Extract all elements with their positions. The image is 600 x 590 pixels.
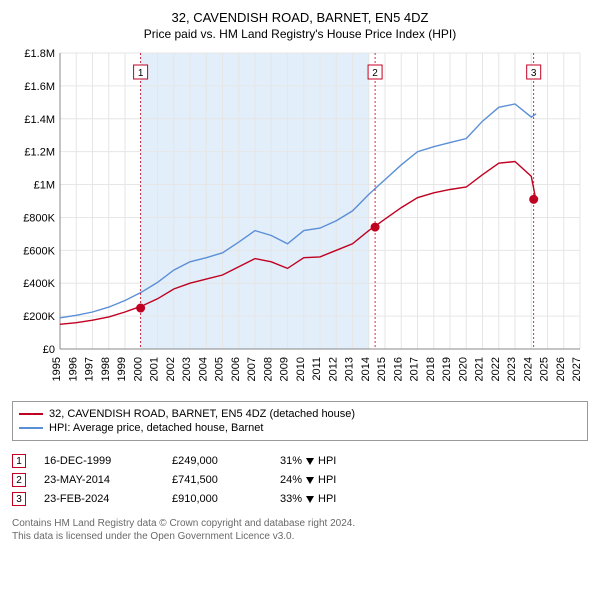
diff-percent: 24% xyxy=(280,474,302,486)
ytick-label: £400K xyxy=(23,278,55,290)
footer-line-2: This data is licensed under the Open Gov… xyxy=(12,530,588,543)
transaction-price: £249,000 xyxy=(172,455,262,467)
transaction-badge: 2 xyxy=(12,473,26,487)
callout-number: 1 xyxy=(138,68,144,79)
xtick-label: 2007 xyxy=(246,357,258,381)
attribution-footer: Contains HM Land Registry data © Crown c… xyxy=(12,517,588,543)
xtick-label: 2027 xyxy=(571,357,583,381)
diff-percent: 31% xyxy=(280,455,302,467)
arrow-down-icon xyxy=(306,496,314,503)
xtick-label: 2013 xyxy=(344,357,356,381)
ytick-label: £1.8M xyxy=(24,48,55,60)
transaction-price: £910,000 xyxy=(172,493,262,505)
ytick-label: £200K xyxy=(23,311,55,323)
ytick-label: £1M xyxy=(34,180,55,192)
title-block: 32, CAVENDISH ROAD, BARNET, EN5 4DZ Pric… xyxy=(12,8,588,47)
transaction-date: 23-MAY-2014 xyxy=(44,474,154,486)
transaction-price: £741,500 xyxy=(172,474,262,486)
transaction-row: 2 23-MAY-2014 £741,500 24% HPI xyxy=(12,473,588,487)
xtick-label: 2022 xyxy=(490,357,502,381)
transactions-table: 1 16-DEC-1999 £249,000 31% HPI 2 23-MAY-2014 £… xyxy=(12,449,588,511)
xtick-label: 1999 xyxy=(116,357,128,381)
xtick-label: 2017 xyxy=(409,357,421,381)
transaction-diff: 31% HPI xyxy=(280,455,336,467)
diff-label: HPI xyxy=(318,474,336,486)
xtick-label: 2024 xyxy=(522,357,534,381)
xtick-label: 2025 xyxy=(539,357,551,381)
xtick-label: 2015 xyxy=(376,357,388,381)
xtick-label: 2002 xyxy=(165,357,177,381)
ytick-label: £1.2M xyxy=(24,147,55,159)
xtick-label: 2012 xyxy=(327,357,339,381)
xtick-label: 2014 xyxy=(360,357,372,381)
xtick-label: 2020 xyxy=(457,357,469,381)
transaction-row: 3 23-FEB-2024 £910,000 33% HPI xyxy=(12,492,588,506)
diff-label: HPI xyxy=(318,493,336,505)
legend-swatch xyxy=(19,413,43,415)
legend-row: 32, CAVENDISH ROAD, BARNET, EN5 4DZ (det… xyxy=(19,408,581,420)
ytick-label: £0 xyxy=(43,344,55,356)
ytick-label: £1.6M xyxy=(24,81,55,93)
footer-line-1: Contains HM Land Registry data © Crown c… xyxy=(12,517,588,530)
xtick-label: 2001 xyxy=(149,357,161,381)
diff-percent: 33% xyxy=(280,493,302,505)
xtick-label: 2005 xyxy=(214,357,226,381)
transaction-row: 1 16-DEC-1999 £249,000 31% HPI xyxy=(12,454,588,468)
xtick-label: 2008 xyxy=(262,357,274,381)
transaction-diff: 33% HPI xyxy=(280,493,336,505)
xtick-label: 2010 xyxy=(295,357,307,381)
price-chart: £0 £200K £400K £600K £800K £1M £1.2M £1.4M £1.6M… xyxy=(12,47,588,395)
legend-row: HPI: Average price, detached house, Barn… xyxy=(19,422,581,434)
xtick-label: 2023 xyxy=(506,357,518,381)
ytick-label: £1.4M xyxy=(24,114,55,126)
xtick-label: 2000 xyxy=(132,357,144,381)
transaction-badge: 1 xyxy=(12,454,26,468)
diff-label: HPI xyxy=(318,455,336,467)
price-marker xyxy=(530,195,538,203)
chart-svg: £0 £200K £400K £600K £800K £1M £1.2M £1.4M £1.6M… xyxy=(12,47,588,395)
xtick-label: 2018 xyxy=(425,357,437,381)
xtick-label: 1996 xyxy=(67,357,79,381)
xtick-label: 2011 xyxy=(311,357,323,381)
xtick-label: 2021 xyxy=(474,357,486,381)
xtick-label: 2003 xyxy=(181,357,193,381)
xtick-label: 2019 xyxy=(441,357,453,381)
transaction-date: 16-DEC-1999 xyxy=(44,455,154,467)
title-main: 32, CAVENDISH ROAD, BARNET, EN5 4DZ xyxy=(12,10,588,25)
ytick-label: £600K xyxy=(23,245,55,257)
xtick-label: 2016 xyxy=(392,357,404,381)
transaction-date: 23-FEB-2024 xyxy=(44,493,154,505)
xtick-label: 2009 xyxy=(279,357,291,381)
transaction-diff: 24% HPI xyxy=(280,474,336,486)
title-sub: Price paid vs. HM Land Registry's House … xyxy=(12,27,588,41)
arrow-down-icon xyxy=(306,458,314,465)
xtick-label: 2006 xyxy=(230,357,242,381)
xtick-label: 1998 xyxy=(100,357,112,381)
xtick-label: 2004 xyxy=(197,357,209,381)
page-root: 32, CAVENDISH ROAD, BARNET, EN5 4DZ Pric… xyxy=(0,0,600,590)
legend-label: HPI: Average price, detached house, Barn… xyxy=(49,422,263,434)
arrow-down-icon xyxy=(306,477,314,484)
xtick-label: 1997 xyxy=(84,357,96,381)
legend-swatch xyxy=(19,427,43,429)
transaction-badge: 3 xyxy=(12,492,26,506)
xtick-label: 1995 xyxy=(51,357,63,381)
legend-label: 32, CAVENDISH ROAD, BARNET, EN5 4DZ (det… xyxy=(49,408,355,420)
price-marker xyxy=(371,223,379,231)
legend: 32, CAVENDISH ROAD, BARNET, EN5 4DZ (det… xyxy=(12,401,588,441)
callout-number: 2 xyxy=(372,68,378,79)
xtick-label: 2026 xyxy=(555,357,567,381)
ytick-label: £800K xyxy=(23,212,55,224)
callout-number: 3 xyxy=(531,68,537,79)
price-marker xyxy=(137,304,145,312)
